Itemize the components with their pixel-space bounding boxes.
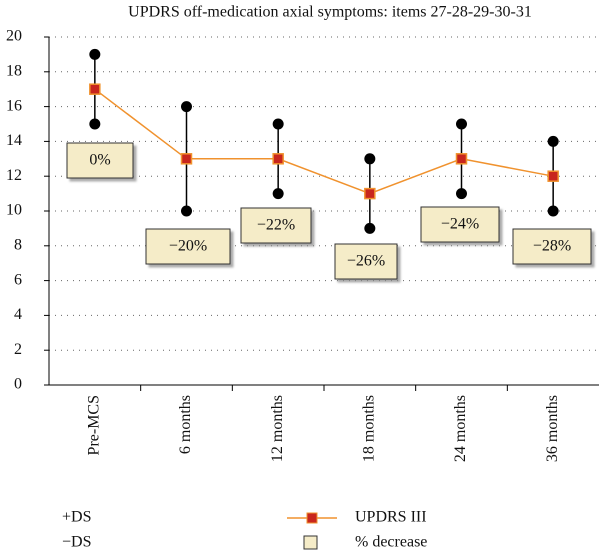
legend-label: UPDRS III: [355, 509, 427, 526]
legend-label: +DS: [62, 509, 91, 526]
percent-label: −24%: [441, 216, 479, 233]
legend-label: % decrease: [355, 534, 427, 551]
plot-area: 0 2 4 6 8 10 12 14 16 18 20 Pre-MCS 6 months 12 month…: [6, 28, 599, 462]
legend-box: [303, 535, 318, 550]
lower-dot: [547, 205, 559, 217]
percent-box: [240, 207, 312, 244]
percent-label: −20%: [169, 238, 207, 255]
percent-box: [145, 228, 231, 265]
upper-dot: [364, 153, 376, 165]
upper-dot: [181, 101, 192, 113]
y-tick-label: 10: [6, 202, 22, 219]
y-tick-label: 8: [14, 236, 22, 253]
upper-dot: [272, 118, 284, 130]
legend-marker: [306, 512, 318, 524]
x-tick-label: 6 months: [177, 395, 194, 454]
upper-dot: [89, 48, 101, 60]
y-tick-label: 16: [6, 97, 22, 114]
y-tick-label: 6: [14, 271, 22, 288]
marker: [89, 83, 101, 95]
percent-label: −28%: [533, 238, 571, 255]
legend-label: −DS: [62, 534, 91, 551]
legend: +DS −DS UPDRS III % decrease: [62, 509, 427, 551]
marker: [180, 153, 193, 165]
upper-dot: [547, 135, 559, 147]
chart-title: UPDRS off-medication axial symptoms: ite…: [128, 4, 532, 21]
percent-box: [420, 206, 500, 243]
marker: [547, 170, 559, 182]
lower-dot: [181, 205, 192, 217]
percent-box: [334, 243, 398, 280]
y-tick-label: 18: [6, 62, 22, 79]
y-tick-label: 2: [14, 341, 22, 358]
x-tick-label: 36 months: [544, 395, 561, 462]
series-line: [94, 88, 554, 195]
x-tick-label: 18 months: [361, 395, 378, 462]
percent-box: [512, 228, 592, 265]
y-tick-label: 14: [6, 132, 22, 149]
x-tick-label: 12 months: [269, 395, 286, 462]
y-tick-label: 4: [14, 306, 22, 323]
percent-label: −26%: [347, 253, 385, 270]
percent-label: −22%: [257, 217, 295, 234]
lower-dot: [272, 188, 284, 200]
lower-dot: [364, 222, 376, 234]
lower-dot: [456, 188, 467, 200]
marker: [272, 153, 284, 165]
percent-label: 0%: [89, 152, 110, 169]
lower-dot: [89, 118, 101, 130]
percent-box: [66, 142, 134, 179]
y-tick-label: 20: [6, 28, 22, 45]
upper-dot: [456, 118, 467, 130]
y-tick-label: 12: [6, 167, 22, 184]
x-tick-label: 24 months: [452, 395, 469, 462]
x-tick-label: Pre-MCS: [86, 395, 103, 455]
y-tick-label: 0: [14, 376, 22, 393]
marker: [364, 187, 376, 200]
marker: [455, 153, 468, 165]
